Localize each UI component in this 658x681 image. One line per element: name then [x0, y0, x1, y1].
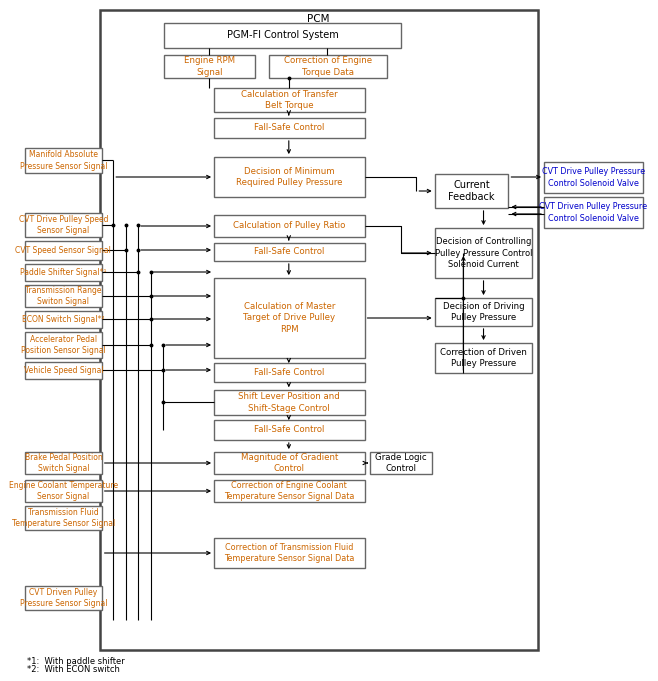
Bar [25, 506, 102, 530]
Text: Correction of Engine
Torque Data: Correction of Engine Torque Data [284, 57, 372, 76]
Text: Fall-Safe Control: Fall-Safe Control [254, 368, 324, 377]
Bar [25, 480, 102, 502]
Text: Fall-Safe Control: Fall-Safe Control [254, 123, 324, 133]
Bar [214, 538, 365, 568]
Bar [25, 285, 102, 307]
Bar [214, 420, 365, 440]
Text: Paddle Shifter Signal*¹: Paddle Shifter Signal*¹ [20, 268, 107, 277]
Bar [214, 278, 365, 358]
Text: Shift Lever Position and
Shift-Stage Control: Shift Lever Position and Shift-Stage Con… [238, 392, 340, 413]
Text: CVT Drive Pulley Pressure
Control Solenoid Valve: CVT Drive Pulley Pressure Control Soleno… [542, 168, 645, 187]
Text: Grade Logic
Control: Grade Logic Control [375, 453, 427, 473]
Bar [214, 390, 365, 415]
Bar [434, 228, 532, 278]
Bar [25, 311, 102, 328]
Bar [25, 264, 102, 281]
Text: Current
Feedback: Current Feedback [448, 180, 495, 202]
Bar [214, 88, 365, 112]
Text: Engine RPM
Signal: Engine RPM Signal [184, 57, 236, 76]
Text: Correction of Engine Coolant
Temperature Sensor Signal Data: Correction of Engine Coolant Temperature… [224, 481, 355, 501]
Bar [25, 452, 102, 474]
Text: Calculation of Pulley Ratio: Calculation of Pulley Ratio [233, 221, 345, 230]
Text: Manifold Absolute
Pressure Sensor Signal: Manifold Absolute Pressure Sensor Signal [20, 151, 107, 170]
Bar [25, 213, 102, 237]
Bar [434, 174, 509, 208]
Text: Brake Pedal Position
Switch Signal: Brake Pedal Position Switch Signal [24, 453, 102, 473]
Text: *1:  With paddle shifter: *1: With paddle shifter [27, 657, 125, 667]
Bar [214, 452, 365, 474]
Text: CVT Driven Pulley
Pressure Sensor Signal: CVT Driven Pulley Pressure Sensor Signal [20, 588, 107, 608]
Text: ECON Switch Signal*²: ECON Switch Signal*² [22, 315, 105, 324]
Bar [214, 215, 365, 237]
Text: Decision of Driving
Pulley Pressure: Decision of Driving Pulley Pressure [443, 302, 524, 322]
Text: Vehicle Speed Signal: Vehicle Speed Signal [24, 366, 103, 375]
Bar [268, 55, 387, 78]
Bar [25, 148, 102, 173]
Bar [214, 480, 365, 502]
Text: Calculation of Transfer
Belt Torque: Calculation of Transfer Belt Torque [241, 90, 338, 110]
Text: PGM-FI Control System: PGM-FI Control System [227, 31, 338, 40]
Bar [164, 55, 255, 78]
Text: PCM: PCM [307, 14, 330, 24]
Text: Transmission Range
Switon Signal: Transmission Range Switon Signal [25, 286, 101, 306]
Bar [544, 197, 643, 228]
Text: Transmission Fluid
Temperature Sensor Signal: Transmission Fluid Temperature Sensor Si… [12, 508, 115, 528]
Text: CVT Drive Pulley Speed
Sensor Signal: CVT Drive Pulley Speed Sensor Signal [18, 215, 108, 235]
Bar [25, 332, 102, 358]
Bar [214, 243, 365, 261]
Text: Accelerator Pedal
Position Sensor Signal: Accelerator Pedal Position Sensor Signal [21, 335, 106, 355]
Bar [164, 23, 401, 48]
Text: CVT Speed Sensor Signal: CVT Speed Sensor Signal [16, 246, 111, 255]
Bar [25, 586, 102, 610]
Text: Magnitude of Gradient
Control: Magnitude of Gradient Control [241, 453, 338, 473]
Text: Fall-Safe Control: Fall-Safe Control [254, 426, 324, 434]
Bar [25, 241, 102, 260]
Text: Engine Coolant Temperature
Sensor Signal: Engine Coolant Temperature Sensor Signal [9, 481, 118, 501]
Bar [214, 118, 365, 138]
Text: Correction of Driven
Pulley Pressure: Correction of Driven Pulley Pressure [440, 348, 527, 368]
Text: *2:  With ECON switch: *2: With ECON switch [27, 665, 120, 674]
Bar [434, 298, 532, 326]
Text: Fall-Safe Control: Fall-Safe Control [254, 247, 324, 257]
Text: Calculation of Master
Target of Drive Pulley
RPM: Calculation of Master Target of Drive Pu… [243, 302, 336, 334]
Bar [544, 162, 643, 193]
Text: CVT Driven Pulley Pressure
Control Solenoid Valve: CVT Driven Pulley Pressure Control Solen… [540, 202, 647, 223]
Bar [25, 362, 102, 379]
Text: Correction of Transmission Fluid
Temperature Sensor Signal Data: Correction of Transmission Fluid Tempera… [224, 543, 355, 563]
Text: Decision of Minimum
Required Pulley Pressure: Decision of Minimum Required Pulley Pres… [236, 167, 343, 187]
Bar [370, 452, 432, 474]
Bar [214, 157, 365, 197]
Text: Decision of Controlling
Pulley Pressure Control
Solenoid Current: Decision of Controlling Pulley Pressure … [435, 238, 532, 268]
Bar [434, 343, 532, 373]
Bar [100, 10, 538, 650]
Bar [214, 363, 365, 382]
